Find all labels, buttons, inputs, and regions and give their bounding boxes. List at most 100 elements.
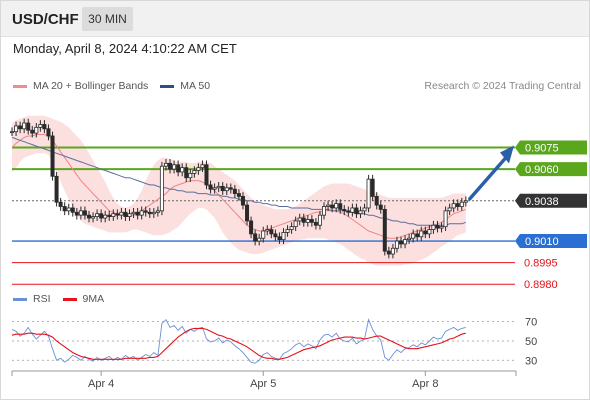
legend-swatch-9ma xyxy=(62,297,77,301)
candle-body xyxy=(135,211,140,216)
candle-body xyxy=(192,170,197,174)
candle-body xyxy=(58,201,63,207)
candle-body xyxy=(293,220,298,228)
legend-label-ma20: MA 20 + Bollinger Bands xyxy=(33,80,149,92)
candle-body xyxy=(155,210,160,213)
rsi-legend: RSI 9MA xyxy=(13,293,116,305)
candle-body xyxy=(277,236,282,241)
candle-body xyxy=(342,208,347,212)
candle-body xyxy=(54,175,59,203)
candle-body xyxy=(30,129,35,134)
candle-body xyxy=(289,226,294,230)
candle-body xyxy=(386,250,391,255)
legend-swatch-ma20 xyxy=(13,84,27,88)
candle-body xyxy=(378,204,383,210)
candle-body xyxy=(95,213,100,217)
level-label-target: 0.8980 xyxy=(524,279,558,290)
legend-item-9ma: 9MA xyxy=(62,293,104,305)
candle-body xyxy=(265,229,270,232)
candle-body xyxy=(330,204,335,209)
candle-body xyxy=(346,210,351,213)
candle-body xyxy=(26,122,31,131)
candle-body xyxy=(228,187,233,190)
legend-label-ma50: MA 50 xyxy=(180,80,211,92)
candle-body xyxy=(431,224,436,230)
candle-body xyxy=(382,208,387,252)
candle-body xyxy=(82,210,87,216)
candle-body xyxy=(257,237,262,242)
rsi-series-1 xyxy=(11,327,466,360)
candle-body xyxy=(322,206,327,216)
candle-body xyxy=(301,217,306,223)
candle-body xyxy=(232,188,237,194)
legend-swatch-rsi xyxy=(13,297,27,301)
candle-body xyxy=(200,164,205,169)
candle-body xyxy=(176,164,181,173)
candle-body xyxy=(240,196,245,206)
candle-body xyxy=(224,187,229,192)
legend-item-ma50: MA 50 xyxy=(160,80,210,92)
candle-body xyxy=(208,184,213,190)
candle-body xyxy=(249,220,254,235)
level-tag-resistance xyxy=(515,140,587,155)
candle-body xyxy=(317,214,322,226)
timeframe-button[interactable]: 30 MIN xyxy=(82,7,133,31)
candle-body xyxy=(455,203,460,207)
candle-body xyxy=(358,210,363,215)
candles-group xyxy=(9,118,468,259)
research-credit: Research © 2024 Trading Central xyxy=(424,80,581,92)
candle-body xyxy=(443,210,448,228)
candle-body xyxy=(46,128,51,137)
candle-body xyxy=(34,126,39,134)
candle-body xyxy=(86,214,91,219)
candle-body xyxy=(91,216,96,219)
candle-body xyxy=(38,124,43,128)
price-chart: 0.9075 0.9060 0.9038 0.9010 0.8995 0.8980 xyxy=(9,115,587,290)
candle-body xyxy=(334,203,339,209)
candle-body xyxy=(78,210,83,216)
candle-body xyxy=(305,219,310,223)
toolbar: USD/CHF 30 MIN xyxy=(1,1,589,37)
projection-arrow-line xyxy=(468,155,508,201)
level-label-support: 0.9010 xyxy=(525,236,559,248)
candle-body xyxy=(411,233,416,239)
candle-body xyxy=(313,221,318,226)
legend-label-rsi: RSI xyxy=(33,293,51,305)
level-label-current: 0.9038 xyxy=(525,196,559,208)
projection-arrow-head xyxy=(500,145,514,164)
candle-body xyxy=(50,135,55,177)
candle-body xyxy=(350,207,355,213)
candle-body xyxy=(66,207,71,212)
timestamp: Monday, April 8, 2024 4:10:22 AM CET xyxy=(13,41,237,56)
candle-body xyxy=(399,240,404,245)
rsi-tick-label: 70 xyxy=(525,317,537,329)
candle-body xyxy=(147,211,152,215)
candle-body xyxy=(107,214,112,217)
candle-body xyxy=(204,164,209,186)
candle-body xyxy=(354,207,359,215)
candle-body xyxy=(459,201,464,207)
candle-body xyxy=(151,211,156,215)
candle-body xyxy=(374,196,379,206)
candle-body xyxy=(163,162,168,167)
candle-body xyxy=(139,210,144,216)
candle-body xyxy=(74,211,79,216)
candle-body xyxy=(14,125,19,133)
level-label-target: 0.8995 xyxy=(524,258,558,270)
candle-body xyxy=(131,211,136,215)
ma20-line xyxy=(11,134,466,239)
candle-body xyxy=(180,167,185,173)
candle-body xyxy=(309,219,314,223)
candle-body xyxy=(159,165,164,212)
rsi-tick-label: 50 xyxy=(525,336,537,348)
level-tag-current xyxy=(515,193,587,208)
legend-swatch-ma50 xyxy=(160,84,175,88)
candle-body xyxy=(366,178,371,209)
candle-body xyxy=(362,207,367,212)
price-legend: MA 20 + Bollinger Bands MA 50 xyxy=(13,80,222,92)
candle-body xyxy=(245,204,250,222)
candle-body xyxy=(123,211,128,217)
candle-body xyxy=(403,239,408,245)
candle-body xyxy=(188,173,193,179)
candle-body xyxy=(9,131,14,134)
